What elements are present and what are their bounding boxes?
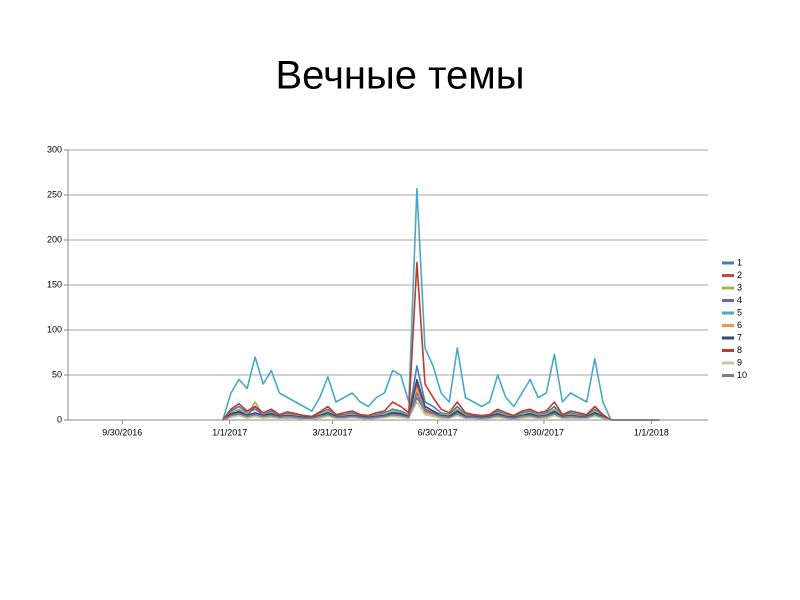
legend-label: 8 [737, 345, 742, 355]
legend-label: 1 [737, 257, 742, 267]
legend-label: 9 [737, 357, 742, 367]
x-tick-label: 3/31/2017 [313, 427, 353, 437]
series-line [222, 187, 660, 421]
y-tick-label: 0 [57, 414, 62, 424]
x-tick-label: 1/1/2017 [212, 427, 247, 437]
legend-label: 3 [737, 282, 742, 292]
y-tick-label: 250 [47, 189, 62, 199]
chart-title: Вечные темы [275, 54, 524, 98]
legend-label: 5 [737, 307, 742, 317]
x-tick-label: 1/1/2018 [634, 427, 669, 437]
series-line [222, 401, 660, 421]
x-tick-label: 6/30/2017 [418, 427, 458, 437]
y-tick-label: 150 [47, 279, 62, 289]
series-line [222, 378, 660, 421]
legend-label: 4 [737, 295, 742, 305]
x-tick-label: 9/30/2016 [102, 427, 142, 437]
legend-label: 10 [737, 370, 747, 380]
legend-label: 6 [737, 320, 742, 330]
series-line [222, 261, 660, 421]
y-tick-label: 200 [47, 234, 62, 244]
series-line [222, 392, 660, 421]
y-tick-label: 300 [47, 144, 62, 154]
y-tick-label: 50 [52, 369, 62, 379]
y-tick-label: 100 [47, 324, 62, 334]
x-tick-label: 9/30/2017 [524, 427, 564, 437]
legend-label: 2 [737, 270, 742, 280]
legend-label: 7 [737, 332, 742, 342]
